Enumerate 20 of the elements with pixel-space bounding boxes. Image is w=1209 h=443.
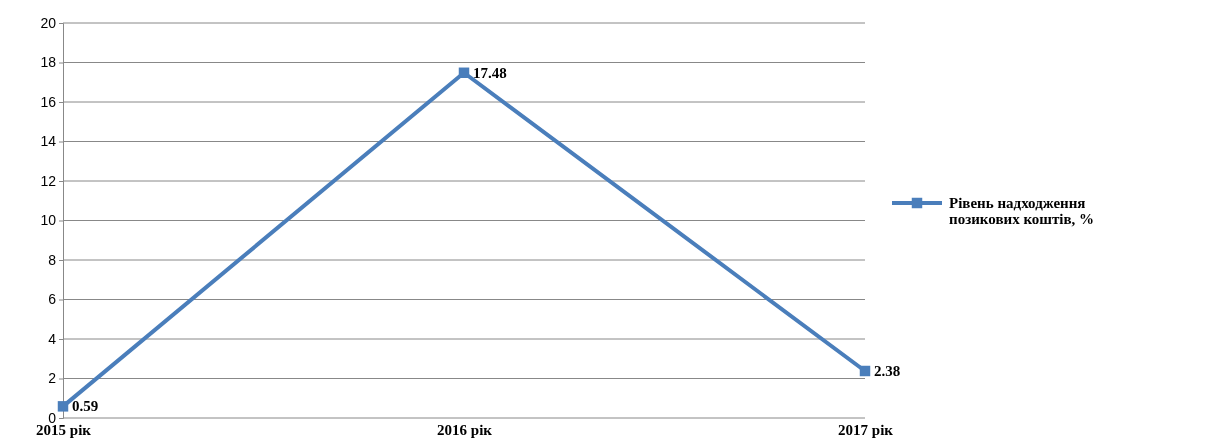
y-tick-label: 8: [48, 251, 57, 268]
point: [859, 365, 871, 377]
legend-label: Рівень надходження позикових коштів, %: [949, 195, 1095, 227]
y-tick-label: 10: [40, 212, 57, 229]
y-tick-label: 6: [48, 291, 57, 308]
x-tick-label: 2016 рік: [437, 421, 493, 438]
y-tick-label: 20: [40, 14, 57, 31]
data-label: 17.48: [473, 64, 507, 81]
y-tick-label: 2: [48, 370, 57, 387]
point: [57, 401, 69, 412]
point: [458, 67, 470, 79]
y-tick-label: 16: [40, 93, 57, 110]
data-label: 0.59: [72, 398, 99, 415]
x-tick-label: 2017 рік: [838, 421, 894, 438]
y-tick-label: 0: [48, 409, 57, 426]
y-tick-label: 14: [40, 133, 57, 150]
y-tick-label: 18: [40, 54, 57, 71]
y-tick-label: 12: [40, 172, 57, 189]
y-tick-label: 4: [48, 330, 57, 347]
data-label: 2.38: [874, 362, 901, 379]
